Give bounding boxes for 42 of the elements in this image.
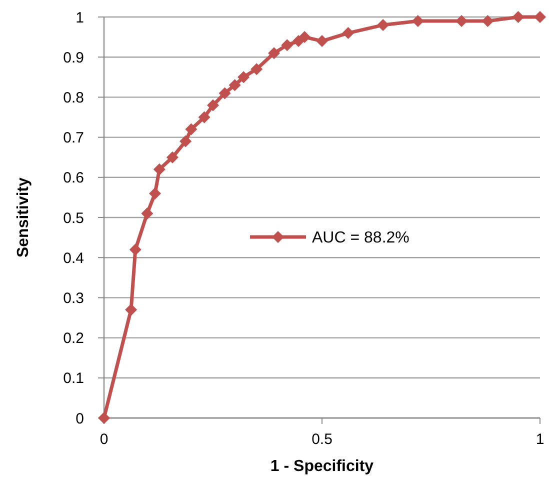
point	[316, 35, 328, 48]
point	[292, 35, 304, 48]
y-tick-label: 0.7	[63, 130, 84, 147]
point	[149, 187, 162, 200]
x-tick-label: 0.5	[312, 431, 332, 448]
x-tick-label: 1	[536, 431, 544, 448]
point	[141, 207, 154, 220]
y-tick-label: 0.9	[63, 49, 84, 66]
x-tick-label: 0	[100, 431, 108, 448]
point	[268, 47, 280, 60]
point	[298, 31, 311, 44]
y-tick-label: 0.1	[63, 370, 84, 388]
point	[166, 151, 178, 164]
y-tick-label: 0.2	[63, 330, 84, 348]
legend-label: AUC = 88.2%	[312, 230, 410, 247]
y-tick-label: 0.5	[63, 210, 84, 227]
point	[218, 87, 231, 100]
point	[207, 99, 219, 112]
point	[198, 111, 210, 124]
x-axis-title: 1 - Specificity	[270, 458, 374, 475]
point	[512, 11, 524, 23]
point	[153, 163, 166, 176]
point	[250, 63, 263, 76]
point	[238, 71, 250, 84]
point	[228, 79, 241, 92]
y-tick-label: 0.4	[63, 250, 84, 267]
y-axis-title: Sensitivity	[15, 177, 32, 258]
point	[342, 27, 354, 40]
point	[125, 304, 138, 316]
point	[412, 15, 424, 28]
point	[377, 19, 390, 32]
y-tick-label: 1	[76, 9, 84, 26]
y-tick-label: 0.6	[63, 170, 84, 187]
point	[482, 15, 494, 28]
y-tick-label: 0.8	[63, 89, 84, 106]
point	[534, 11, 546, 23]
point	[281, 39, 294, 52]
y-tick-label: 0.3	[63, 290, 84, 307]
point	[180, 135, 192, 148]
point	[129, 244, 142, 256]
y-tick-label: 0	[76, 410, 84, 428]
point	[185, 123, 198, 136]
